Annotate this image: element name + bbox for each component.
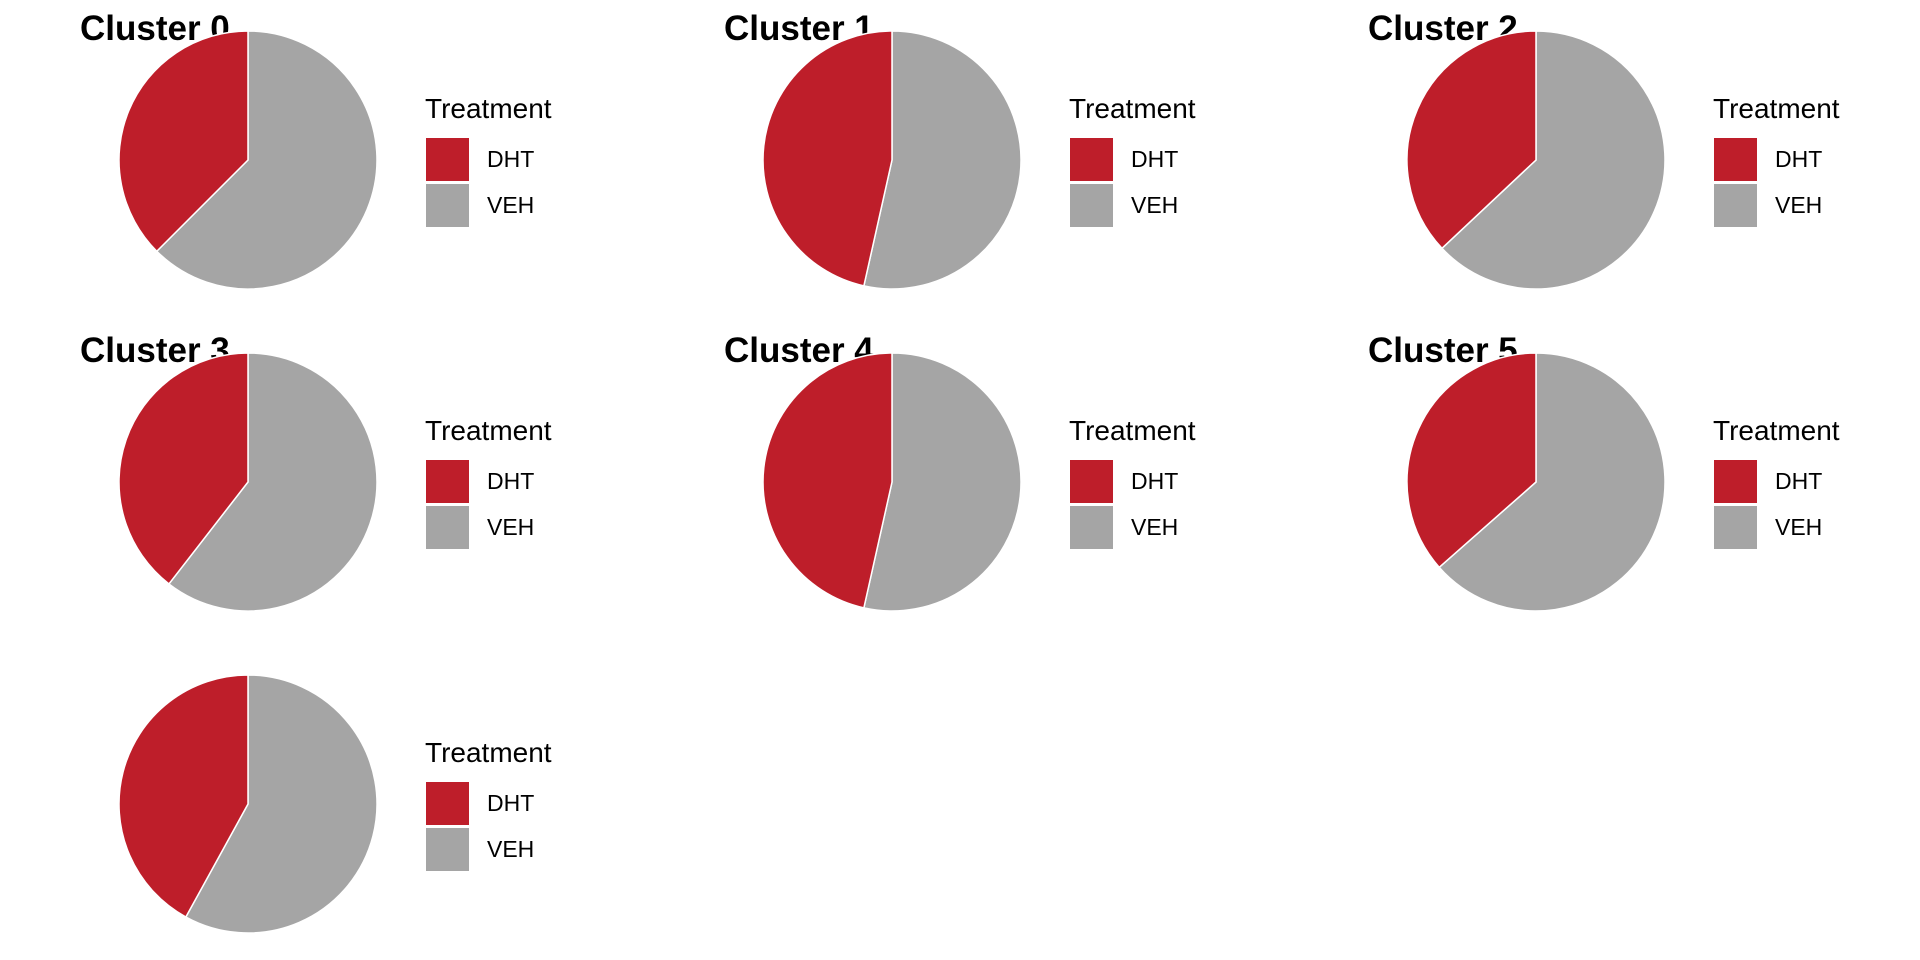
legend-title: Treatment <box>425 737 552 768</box>
pie-slice-veh <box>1438 352 1666 612</box>
pie-slice-veh <box>1440 30 1666 290</box>
legend-label-veh: VEH <box>487 192 534 218</box>
pie-slice-dht <box>1406 352 1537 569</box>
legend-swatch-veh <box>1070 506 1113 549</box>
pie-slice-veh <box>862 30 1022 290</box>
legend-swatch-veh <box>426 506 469 549</box>
pie-slice-dht <box>118 674 249 919</box>
legend-title: Treatment <box>1069 93 1196 124</box>
legend-label-dht: DHT <box>487 468 534 494</box>
pie-slice-dht <box>762 30 893 287</box>
pie-slice-veh <box>862 352 1022 612</box>
legend-label-veh: VEH <box>1131 514 1178 540</box>
legend-label-veh: VEH <box>1131 192 1178 218</box>
legend-swatch-dht <box>1714 138 1757 181</box>
legend-label-dht: DHT <box>1131 468 1178 494</box>
legend-label-veh: VEH <box>1775 192 1822 218</box>
legend-swatch-dht <box>426 138 469 181</box>
pie-slice-dht <box>762 352 893 609</box>
legend-swatch-dht <box>1070 138 1113 181</box>
legend-label-dht: DHT <box>487 790 534 816</box>
pie-slice-dht <box>118 352 249 585</box>
legend-swatch-dht <box>1714 460 1757 503</box>
legend-label-dht: DHT <box>1775 146 1822 172</box>
legend-label-veh: VEH <box>487 514 534 540</box>
legend-title: Treatment <box>1069 415 1196 446</box>
legend-swatch-veh <box>1070 184 1113 227</box>
legend-label-veh: VEH <box>1775 514 1822 540</box>
legend-swatch-dht <box>426 460 469 503</box>
legend-title: Treatment <box>1713 93 1840 124</box>
pie-slice-dht <box>1406 30 1537 250</box>
legend-swatch-dht <box>426 782 469 825</box>
legend-title: Treatment <box>1713 415 1840 446</box>
legend-label-dht: DHT <box>487 146 534 172</box>
pie-slice-dht <box>118 30 249 253</box>
legend-swatch-veh <box>1714 184 1757 227</box>
pie-slice-veh <box>155 30 378 290</box>
legend-label-veh: VEH <box>487 836 534 862</box>
legend-swatch-veh <box>1714 506 1757 549</box>
legend-title: Treatment <box>425 415 552 446</box>
legend-label-dht: DHT <box>1131 146 1178 172</box>
pie-slice-veh <box>184 674 378 934</box>
legend-swatch-veh <box>426 184 469 227</box>
legend-swatch-dht <box>1070 460 1113 503</box>
legend-swatch-veh <box>426 828 469 871</box>
legend-title: Treatment <box>425 93 552 124</box>
pie-panel: Treatment DHT VEH <box>118 674 552 934</box>
legend-label-dht: DHT <box>1775 468 1822 494</box>
pie-slice-veh <box>167 352 378 612</box>
